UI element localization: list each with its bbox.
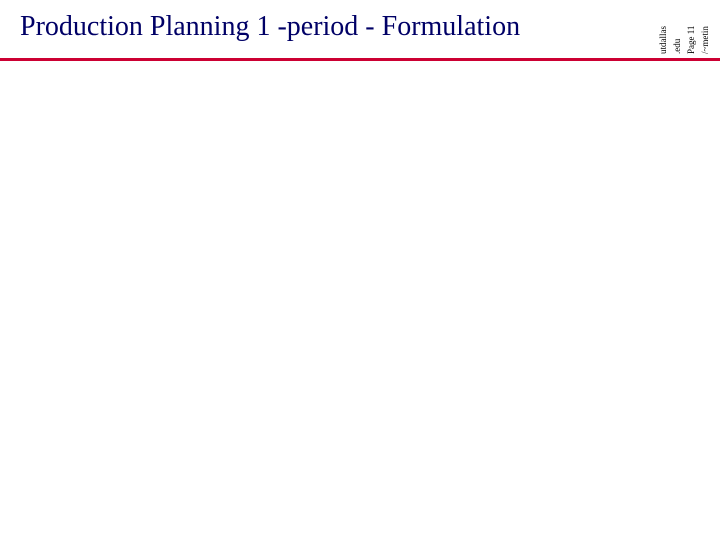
page-title: Production Planning 1 -period - Formulat… <box>20 10 650 44</box>
side-note-line-2: .edu <box>672 39 682 54</box>
side-note-line-4: /~metin <box>700 26 710 54</box>
slide: Production Planning 1 -period - Formulat… <box>0 0 720 540</box>
side-note-line-1: utdallas <box>658 26 668 54</box>
title-block: Production Planning 1 -period - Formulat… <box>20 10 650 44</box>
side-note-line-3: Page 11 <box>686 26 696 54</box>
side-notes: utdallas .edu Page 11 /~metin <box>658 2 708 62</box>
title-underline <box>0 58 720 61</box>
